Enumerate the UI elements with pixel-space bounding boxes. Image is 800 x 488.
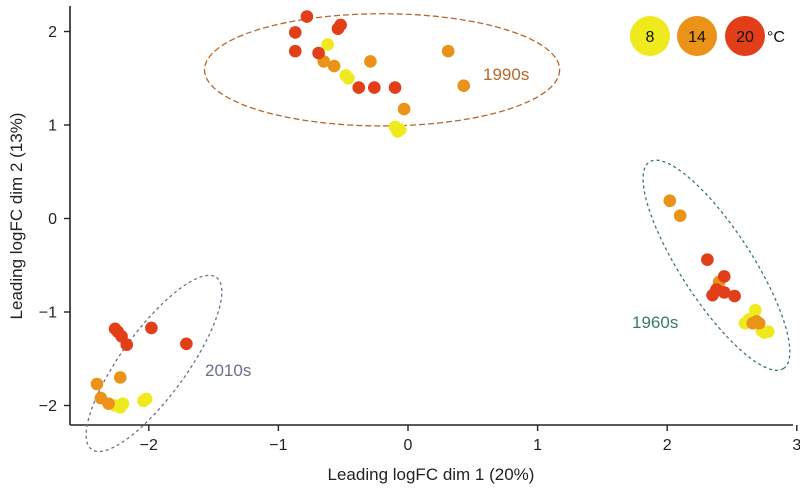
point-20C — [300, 10, 314, 23]
point-20C — [728, 289, 741, 303]
point-14C — [113, 371, 127, 384]
point-20C — [312, 46, 325, 60]
x-tick-label: −1 — [269, 437, 287, 454]
point-8C — [342, 71, 355, 85]
point-20C — [717, 270, 731, 283]
x-tick-label: 3 — [792, 437, 800, 454]
legend-swatch-8 — [630, 16, 670, 56]
x-tick-label: 1 — [533, 437, 542, 454]
point-20C — [145, 321, 158, 335]
point-14C — [90, 377, 104, 391]
y-tick-label: −2 — [39, 398, 57, 415]
legend-unit: °C — [767, 29, 785, 46]
point-8C — [321, 38, 334, 51]
point-14C — [397, 102, 411, 116]
y-tick-label: 0 — [48, 211, 57, 228]
y-tick-label: 1 — [48, 118, 57, 135]
group-label-1990s: 1990s — [483, 65, 529, 84]
plot-frame — [69, 6, 793, 426]
point-20C — [706, 288, 719, 302]
point-8C — [139, 392, 153, 406]
y-axis-title: Leading logFC dim 2 (13%) — [7, 113, 26, 320]
x-tick-label: −2 — [140, 437, 158, 454]
legend-swatch-14 — [677, 16, 717, 56]
legend-swatch-20 — [725, 16, 765, 56]
legend-label-20: 20 — [736, 29, 754, 46]
group-ellipse-1960s — [642, 159, 791, 371]
y-tick-label: −1 — [39, 305, 57, 322]
y-ticks: −2 −1 0 1 2 — [39, 24, 70, 415]
point-20C — [180, 337, 193, 351]
point-8C — [761, 325, 775, 338]
group-label-2010s: 2010s — [205, 361, 251, 380]
point-14C — [102, 397, 115, 410]
points — [90, 10, 775, 414]
point-14C — [752, 316, 766, 330]
point-14C — [673, 209, 687, 222]
point-20C — [288, 26, 302, 39]
point-14C — [663, 194, 677, 208]
point-20C — [368, 81, 381, 94]
point-20C — [352, 81, 366, 94]
y-tick-label: 2 — [48, 24, 57, 41]
point-14C — [457, 79, 471, 93]
point-8C — [393, 123, 407, 136]
x-axis-title: Leading logFC dim 1 (20%) — [328, 465, 535, 484]
point-14C — [441, 44, 455, 58]
x-tick-label: 0 — [404, 437, 413, 454]
group-ellipses: 1990s 1960s 2010s — [85, 13, 791, 453]
point-20C — [388, 81, 402, 94]
group-label-1960s: 1960s — [632, 313, 678, 332]
point-14C — [327, 59, 341, 73]
point-20C — [701, 253, 714, 266]
group-ellipse-1990s — [203, 13, 561, 127]
point-20C — [288, 44, 302, 58]
x-tick-label: 2 — [663, 437, 672, 454]
x-ticks: −2 −1 0 1 2 3 — [140, 425, 800, 454]
point-20C — [717, 286, 731, 299]
legend-label-14: 14 — [688, 29, 706, 46]
legend-label-8: 8 — [646, 29, 655, 46]
point-20C — [334, 18, 347, 32]
point-14C — [364, 55, 377, 68]
point-8C — [749, 303, 762, 317]
legend: 8 14 20 °C — [630, 16, 785, 56]
point-20C — [120, 338, 134, 352]
